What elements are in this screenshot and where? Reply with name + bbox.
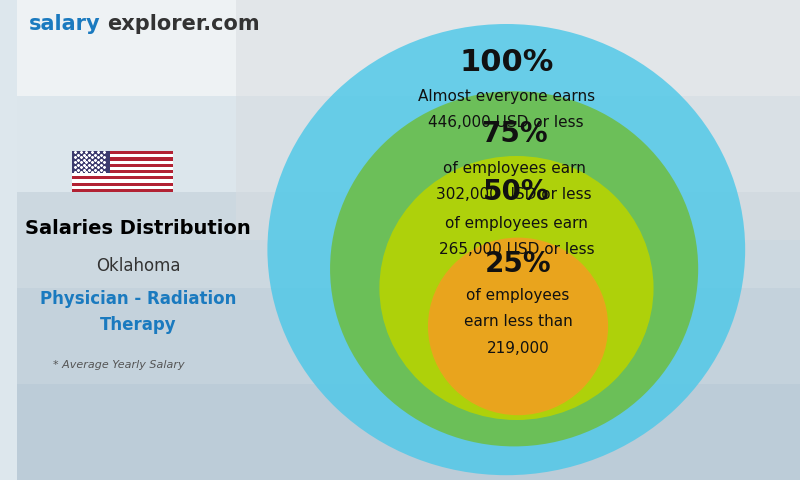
Ellipse shape xyxy=(428,238,608,415)
Ellipse shape xyxy=(267,24,745,475)
Bar xyxy=(72,151,174,155)
Text: of employees: of employees xyxy=(466,288,570,303)
Bar xyxy=(17,288,800,384)
Text: Salaries Distribution: Salaries Distribution xyxy=(26,218,251,238)
Bar xyxy=(72,167,174,170)
Text: 265,000 USD or less: 265,000 USD or less xyxy=(438,242,594,257)
Text: Oklahoma: Oklahoma xyxy=(96,257,181,276)
Bar xyxy=(72,164,174,167)
Bar xyxy=(72,157,174,161)
Bar xyxy=(72,161,174,164)
Bar xyxy=(72,173,174,176)
Text: 100%: 100% xyxy=(459,48,554,77)
Text: salary: salary xyxy=(29,14,100,35)
Bar xyxy=(72,176,174,180)
Text: of employees earn: of employees earn xyxy=(442,160,586,176)
Bar xyxy=(17,384,800,480)
Bar xyxy=(72,189,174,192)
Bar xyxy=(72,151,110,173)
Text: Almost everyone earns: Almost everyone earns xyxy=(418,88,595,104)
Text: 50%: 50% xyxy=(483,178,550,206)
Bar xyxy=(72,186,174,189)
Text: 219,000: 219,000 xyxy=(486,340,550,356)
Bar xyxy=(236,0,800,240)
Bar xyxy=(72,170,174,173)
Bar xyxy=(17,192,800,288)
Bar xyxy=(72,182,174,186)
Bar xyxy=(72,155,174,157)
Text: 25%: 25% xyxy=(485,250,551,278)
Ellipse shape xyxy=(330,91,698,446)
Text: 446,000 USD or less: 446,000 USD or less xyxy=(429,115,584,130)
Bar xyxy=(17,0,800,96)
Text: 75%: 75% xyxy=(481,120,547,148)
Text: Physician - Radiation
Therapy: Physician - Radiation Therapy xyxy=(40,290,236,334)
Bar xyxy=(17,96,800,192)
Text: * Average Yearly Salary: * Average Yearly Salary xyxy=(53,360,185,370)
Ellipse shape xyxy=(379,156,654,420)
Text: earn less than: earn less than xyxy=(464,314,573,329)
Bar xyxy=(72,151,174,192)
Text: explorer.com: explorer.com xyxy=(107,14,259,35)
Bar xyxy=(72,180,174,182)
Text: of employees earn: of employees earn xyxy=(445,216,588,231)
Text: 302,000 USD or less: 302,000 USD or less xyxy=(436,187,592,202)
